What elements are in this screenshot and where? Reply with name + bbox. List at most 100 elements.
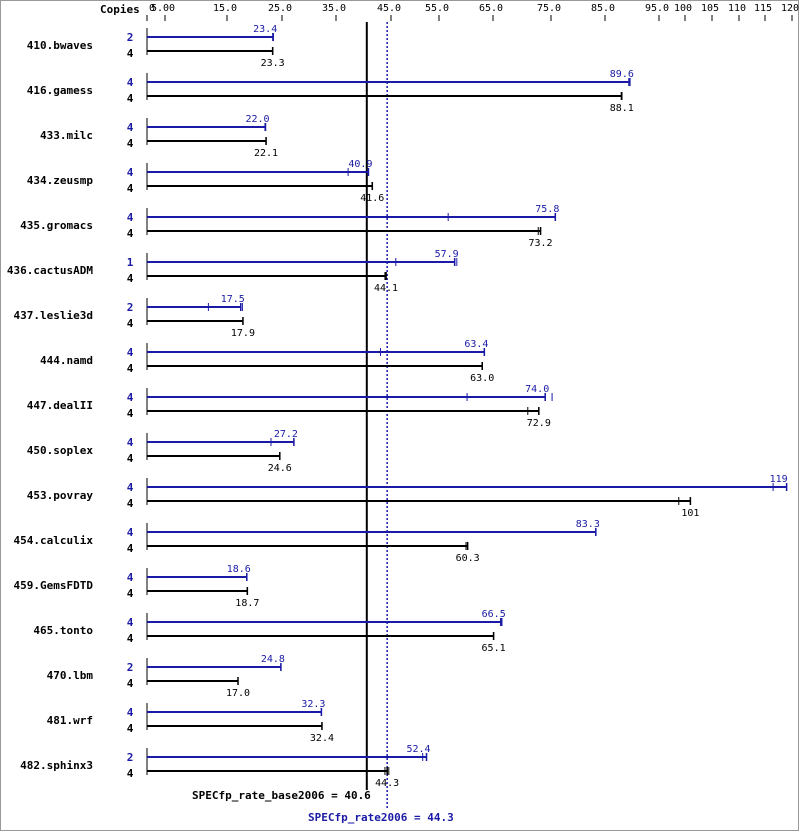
benchmark-name: 470.lbm — [47, 669, 94, 682]
base-copies: 4 — [127, 452, 134, 465]
benchmark-name: 433.milc — [40, 129, 93, 142]
peak-copies: 4 — [127, 391, 134, 404]
benchmark-name: 410.bwaves — [27, 39, 93, 52]
base-copies: 4 — [127, 47, 134, 60]
base-value-label: 73.2 — [529, 238, 553, 249]
peak-copies: 4 — [127, 76, 134, 89]
base-value-label: 44.3 — [375, 778, 399, 789]
base-copies: 4 — [127, 587, 134, 600]
base-copies: 4 — [127, 722, 134, 735]
peak-value-label: 119 — [770, 474, 788, 485]
x-tick-label: 5.00 — [151, 3, 175, 14]
base-copies: 4 — [127, 767, 134, 780]
peak-copies: 4 — [127, 706, 134, 719]
peak-copies: 4 — [127, 571, 134, 584]
base-copies: 4 — [127, 497, 134, 510]
benchmark-name: 454.calculix — [14, 534, 94, 547]
benchmark-name: 481.wrf — [47, 714, 93, 727]
peak-value-label: 17.5 — [221, 294, 245, 305]
benchmark-name: 453.povray — [27, 489, 94, 502]
peak-copies: 4 — [127, 481, 134, 494]
base-copies: 4 — [127, 272, 134, 285]
base-copies: 4 — [127, 137, 134, 150]
peak-copies: 4 — [127, 166, 134, 179]
benchmark-name: 444.namd — [40, 354, 93, 367]
peak-value-label: 32.3 — [301, 699, 325, 710]
base-value-label: 63.0 — [470, 373, 494, 384]
peak-value-label: 66.5 — [482, 609, 506, 620]
base-value-label: 60.3 — [456, 553, 480, 564]
base-value-label: 18.7 — [235, 598, 259, 609]
base-copies: 4 — [127, 632, 134, 645]
peak-value-label: 24.8 — [261, 654, 285, 665]
peak-value-label: 57.9 — [435, 249, 459, 260]
benchmark-name: 459.GemsFDTD — [14, 579, 94, 592]
base-copies: 4 — [127, 542, 134, 555]
benchmark-name: 416.gamess — [27, 84, 93, 97]
x-tick-label: 95.0 — [645, 3, 669, 14]
x-tick-label: 65.0 — [479, 3, 503, 14]
peak-copies: 4 — [127, 526, 134, 539]
peak-value-label: 75.8 — [535, 204, 559, 215]
x-tick-label: 85.0 — [591, 3, 615, 14]
peak-copies: 2 — [127, 31, 134, 44]
base-value-label: 65.1 — [482, 643, 506, 654]
peak-value-label: 74.0 — [525, 384, 549, 395]
axis-header: Copies — [100, 3, 140, 16]
x-tick-label: 75.0 — [537, 3, 561, 14]
benchmark-name: 437.leslie3d — [14, 309, 93, 322]
base-value-label: 88.1 — [610, 103, 634, 114]
peak-copies: 2 — [127, 751, 134, 764]
peak-value-label: 22.0 — [245, 114, 269, 125]
peak-summary-label: SPECfp_rate2006 = 44.3 — [308, 811, 454, 824]
x-tick-label: 25.0 — [268, 3, 292, 14]
x-tick-label: 55.0 — [425, 3, 449, 14]
base-copies: 4 — [127, 407, 134, 420]
base-copies: 4 — [127, 362, 134, 375]
base-value-label: 17.0 — [226, 688, 250, 699]
x-tick-label: 110 — [728, 3, 746, 14]
x-tick-label: 35.0 — [322, 3, 346, 14]
base-value-label: 17.9 — [231, 328, 255, 339]
peak-copies: 4 — [127, 616, 134, 629]
peak-value-label: 83.3 — [576, 519, 600, 530]
benchmark-name: 434.zeusmp — [27, 174, 94, 187]
benchmark-name: 450.soplex — [27, 444, 94, 457]
benchmark-name: 436.cactusADM — [7, 264, 93, 277]
benchmark-name: 482.sphinx3 — [20, 759, 93, 772]
base-value-label: 32.4 — [310, 733, 334, 744]
peak-value-label: 18.6 — [227, 564, 251, 575]
base-value-label: 72.9 — [527, 418, 551, 429]
peak-value-label: 23.4 — [253, 24, 277, 35]
benchmark-name: 447.dealII — [27, 399, 93, 412]
base-copies: 4 — [127, 227, 134, 240]
base-copies: 4 — [127, 677, 134, 690]
benchmark-name: 435.gromacs — [20, 219, 93, 232]
base-value-label: 44.1 — [374, 283, 398, 294]
x-tick-label: 0 — [149, 3, 155, 14]
base-value-label: 101 — [681, 508, 699, 519]
peak-value-label: 40.9 — [348, 159, 372, 170]
base-value-label: 23.3 — [261, 58, 285, 69]
peak-copies: 4 — [127, 121, 134, 134]
benchmark-name: 465.tonto — [33, 624, 93, 637]
peak-value-label: 63.4 — [464, 339, 488, 350]
base-copies: 4 — [127, 182, 134, 195]
peak-value-label: 27.2 — [274, 429, 298, 440]
peak-value-label: 52.4 — [406, 744, 430, 755]
peak-copies: 4 — [127, 436, 134, 449]
peak-copies: 4 — [127, 211, 134, 224]
peak-copies: 2 — [127, 301, 134, 314]
peak-value-label: 89.6 — [610, 69, 634, 80]
peak-copies: 4 — [127, 346, 134, 359]
x-tick-label: 120 — [781, 3, 799, 14]
x-tick-label: 115 — [754, 3, 772, 14]
x-tick-label: 15.0 — [213, 3, 237, 14]
base-value-label: 22.1 — [254, 148, 278, 159]
x-tick-label: 45.0 — [377, 3, 401, 14]
x-tick-label: 100 — [674, 3, 692, 14]
base-summary-label: SPECfp_rate_base2006 = 40.6 — [192, 789, 371, 802]
x-tick-label: 105 — [701, 3, 719, 14]
